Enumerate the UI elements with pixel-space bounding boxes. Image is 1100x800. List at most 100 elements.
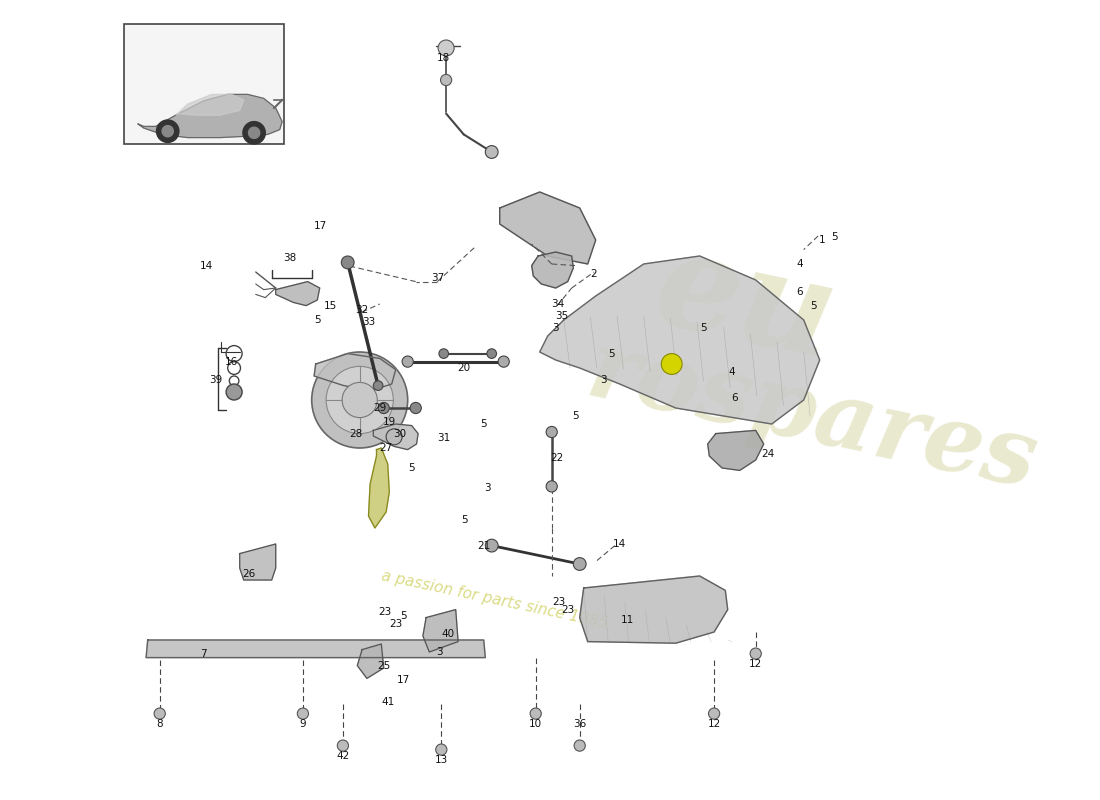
Text: 22: 22 [551, 453, 564, 462]
Text: 11: 11 [621, 615, 635, 625]
Text: 34: 34 [551, 299, 564, 309]
Circle shape [546, 481, 558, 492]
Text: 38: 38 [283, 253, 296, 262]
Circle shape [574, 740, 585, 751]
Circle shape [338, 740, 349, 751]
Circle shape [546, 426, 558, 438]
Text: 23: 23 [552, 597, 565, 606]
Polygon shape [373, 424, 418, 450]
Polygon shape [707, 430, 763, 470]
Text: 29: 29 [373, 403, 386, 413]
Text: 4: 4 [796, 259, 803, 269]
Polygon shape [368, 448, 389, 528]
Circle shape [311, 352, 408, 448]
Circle shape [485, 539, 498, 552]
Polygon shape [540, 256, 820, 424]
Text: 24: 24 [761, 450, 774, 459]
Text: 3: 3 [601, 375, 607, 385]
Text: 23: 23 [389, 619, 403, 629]
Text: eu: eu [644, 222, 847, 386]
Text: 6: 6 [730, 394, 737, 403]
Circle shape [403, 356, 414, 367]
Circle shape [410, 402, 421, 414]
Circle shape [297, 708, 308, 719]
Text: 9: 9 [299, 719, 306, 729]
Text: 5: 5 [461, 515, 468, 525]
Text: 10: 10 [529, 719, 542, 729]
Text: 6: 6 [796, 287, 803, 297]
Text: 16: 16 [226, 357, 239, 366]
Text: 37: 37 [431, 274, 444, 283]
Polygon shape [139, 94, 282, 138]
Polygon shape [240, 544, 276, 580]
Text: 42: 42 [337, 751, 350, 761]
Text: 1: 1 [818, 235, 825, 245]
Text: 17: 17 [397, 675, 410, 685]
Text: 19: 19 [383, 418, 396, 427]
Circle shape [438, 40, 454, 56]
Text: 3: 3 [552, 323, 559, 333]
Circle shape [342, 382, 377, 418]
Text: 35: 35 [556, 311, 569, 321]
Text: 28: 28 [349, 429, 362, 438]
Circle shape [386, 429, 403, 445]
Text: 32: 32 [355, 306, 368, 315]
Text: 5: 5 [408, 463, 415, 473]
Text: 30: 30 [393, 429, 406, 438]
Polygon shape [146, 640, 485, 658]
Circle shape [485, 146, 498, 158]
Text: 20: 20 [458, 363, 471, 373]
Text: 31: 31 [437, 434, 450, 443]
Text: 40: 40 [441, 629, 454, 638]
Text: 21: 21 [477, 541, 491, 550]
Circle shape [373, 381, 383, 390]
Text: 5: 5 [400, 611, 407, 621]
Text: 13: 13 [434, 755, 448, 765]
Polygon shape [276, 282, 320, 306]
Circle shape [162, 126, 174, 137]
Polygon shape [499, 192, 596, 264]
Circle shape [440, 74, 452, 86]
Text: 14: 14 [199, 261, 212, 270]
Text: 8: 8 [156, 719, 163, 729]
Circle shape [661, 354, 682, 374]
FancyBboxPatch shape [123, 24, 284, 144]
Text: 36: 36 [573, 719, 586, 729]
Text: 5: 5 [481, 419, 487, 429]
Text: 2: 2 [590, 269, 596, 278]
Text: 5: 5 [572, 411, 579, 421]
Circle shape [530, 708, 541, 719]
Text: 15: 15 [323, 301, 337, 310]
Polygon shape [358, 644, 384, 678]
Text: 18: 18 [437, 53, 450, 62]
Text: 23: 23 [378, 607, 392, 617]
Text: 33: 33 [362, 317, 375, 326]
Circle shape [326, 366, 394, 434]
Text: 27: 27 [379, 443, 393, 453]
Text: 5: 5 [701, 323, 707, 333]
Text: 26: 26 [242, 570, 255, 579]
Text: 3: 3 [484, 483, 491, 493]
Circle shape [750, 648, 761, 659]
Polygon shape [176, 94, 244, 115]
Text: 41: 41 [381, 698, 394, 707]
Text: 5: 5 [608, 349, 615, 358]
Circle shape [378, 402, 389, 414]
Text: 39: 39 [209, 375, 222, 385]
Circle shape [708, 708, 719, 719]
Polygon shape [580, 576, 728, 643]
Text: 5: 5 [830, 232, 837, 242]
Text: 4: 4 [728, 367, 735, 377]
Circle shape [498, 356, 509, 367]
Text: 7: 7 [200, 650, 207, 659]
Text: 3: 3 [437, 647, 443, 657]
Circle shape [341, 256, 354, 269]
Text: a passion for parts since 1985: a passion for parts since 1985 [379, 569, 608, 631]
Polygon shape [422, 610, 458, 652]
Circle shape [249, 127, 260, 138]
Polygon shape [531, 252, 573, 288]
Circle shape [573, 558, 586, 570]
Circle shape [156, 120, 179, 142]
Text: 25: 25 [377, 661, 390, 670]
Text: 12: 12 [707, 719, 721, 729]
